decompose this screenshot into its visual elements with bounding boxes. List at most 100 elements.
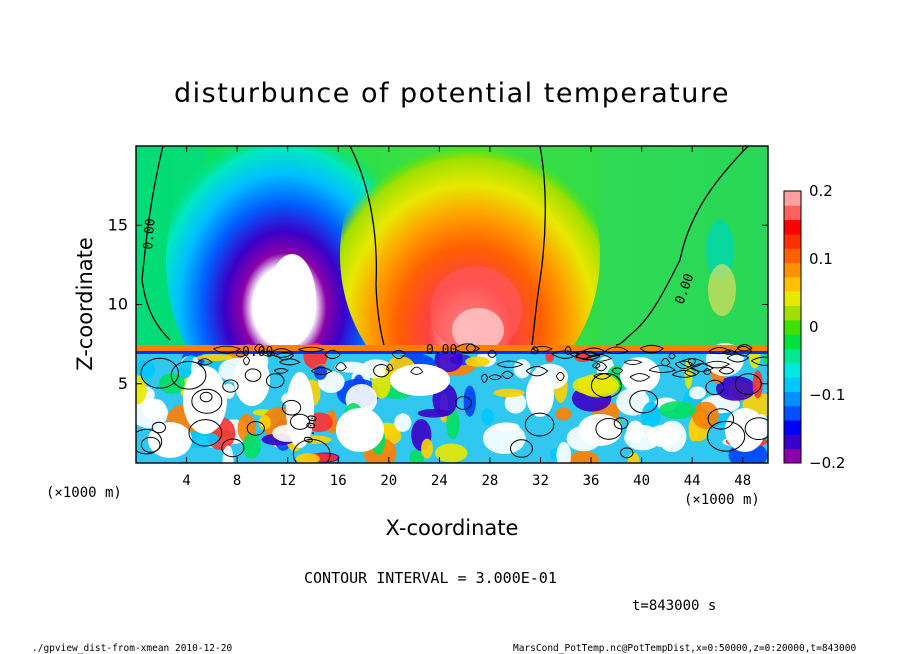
- eddy: [334, 361, 368, 373]
- contour-loop: [734, 373, 762, 395]
- plume: [234, 354, 270, 406]
- eddy: [752, 370, 763, 399]
- eddy: [136, 375, 147, 405]
- x-tick-label: 4: [182, 473, 190, 489]
- eddy: [222, 445, 234, 463]
- eddy: [446, 407, 460, 440]
- contour-squiggle: [604, 346, 630, 355]
- eddy: [481, 408, 494, 426]
- colorbar-swatch: [784, 233, 801, 249]
- eddy: [463, 385, 476, 417]
- eddy: [465, 356, 490, 367]
- zero-contour-c: [615, 146, 749, 346]
- colorbar-ticks: −0.2 −0.1 0 0.1 0.2: [809, 182, 845, 472]
- contour-loop: [613, 417, 629, 430]
- contour-loop: [281, 399, 302, 416]
- contour-squiggle: [593, 373, 612, 380]
- plume: [620, 357, 660, 393]
- y-axis-label: Z-coordinate: [73, 237, 97, 371]
- plume: [578, 414, 622, 446]
- contour-squiggle: [679, 358, 705, 368]
- contour-squiggle: [722, 349, 737, 355]
- boundary-layer-contours: [136, 343, 768, 463]
- contour-loop: [454, 396, 472, 410]
- right-cold-spot2: [708, 264, 736, 316]
- contour-squiggle: [674, 360, 694, 370]
- eddy: [409, 449, 425, 463]
- x-tick-label: 24: [431, 473, 448, 489]
- x-axis-unit-right: (×1000 m): [684, 492, 760, 508]
- contour-label: 0.00: [242, 345, 273, 360]
- contour-squiggle: [648, 364, 677, 373]
- contour-squiggle: [213, 345, 242, 354]
- zero-contour-left: [141, 146, 171, 341]
- contour-squiggle: [530, 346, 539, 355]
- contour-squiggle: [454, 343, 481, 354]
- colorbar-swatch: [784, 205, 801, 221]
- x-tick-label: 12: [279, 473, 296, 489]
- eddy: [435, 443, 468, 463]
- contour-label: 0.00: [426, 343, 457, 358]
- x-tick-label: 48: [734, 473, 751, 489]
- contour-squiggle: [684, 367, 700, 377]
- colorbar-swatch: [784, 377, 801, 392]
- contour-squiggle: [703, 368, 712, 375]
- contour-squiggle: [624, 359, 643, 366]
- zero-contour-b: [531, 146, 546, 346]
- contour-squiggle: [708, 347, 732, 355]
- plume: [183, 366, 227, 434]
- colorbar-tick-label: 0.1: [809, 250, 833, 268]
- contour-loop: [188, 419, 223, 447]
- contour-squiggle: [410, 366, 424, 375]
- contour-squiggle: [551, 350, 580, 359]
- x-tick-label: 36: [583, 473, 600, 489]
- contour-loop: [140, 436, 161, 453]
- colorbar-swatch: [784, 391, 801, 407]
- colorbar-swatch: [784, 291, 801, 307]
- contour-squiggle: [235, 350, 246, 358]
- contour-loop: [744, 417, 768, 441]
- contour-squiggle: [335, 362, 347, 372]
- contour-loop: [199, 391, 213, 403]
- contour-loop: [705, 379, 725, 396]
- contour-squiggle: [704, 360, 731, 369]
- colorbar-swatch: [784, 276, 801, 292]
- colorbar-swatch: [784, 319, 801, 335]
- colorbar: [784, 191, 801, 464]
- chart-title: disturbunce of potential temperature: [174, 78, 730, 109]
- colorbar-swatch: [784, 248, 801, 264]
- colorbar-tick-label: 0.2: [809, 182, 833, 200]
- eddy: [313, 365, 328, 380]
- x-axis-unit-left: (×1000 m): [46, 485, 122, 501]
- contour-loop: [222, 379, 239, 393]
- contour-squiggle: [298, 346, 326, 353]
- footer-right: MarsCond_PotTemp.nc@PotTempDist,x=0:5000…: [513, 643, 856, 654]
- eddy: [616, 388, 650, 416]
- colorbar-swatch: [784, 420, 801, 435]
- contour-squiggle: [501, 370, 514, 379]
- contour-squiggle: [718, 366, 735, 375]
- colorbar-tick-label: −0.1: [809, 386, 845, 404]
- contour-squiggle: [310, 367, 333, 376]
- contour-loop: [244, 368, 262, 382]
- plume: [390, 364, 450, 396]
- contour-squiggle: [751, 356, 768, 366]
- eddy: [624, 424, 661, 451]
- contour-loop: [290, 413, 310, 430]
- contour-squiggle: [611, 367, 624, 375]
- inversion-band: [136, 345, 768, 353]
- contour-squiggle: [275, 352, 295, 361]
- contour-loop: [151, 421, 166, 434]
- contour-squiggle: [391, 349, 406, 360]
- plume: [336, 408, 384, 452]
- y-tick-label: 15: [108, 215, 128, 234]
- x-tick-label: 28: [481, 473, 498, 489]
- y-axis-ticks: 5 10 15: [108, 215, 768, 393]
- colorbar-swatch: [784, 405, 801, 421]
- time-label: t=843000 s: [632, 598, 716, 614]
- inversion-edge: [136, 351, 768, 354]
- contour-loop: [265, 373, 285, 389]
- contour-loop: [191, 388, 223, 414]
- eddy: [572, 375, 617, 395]
